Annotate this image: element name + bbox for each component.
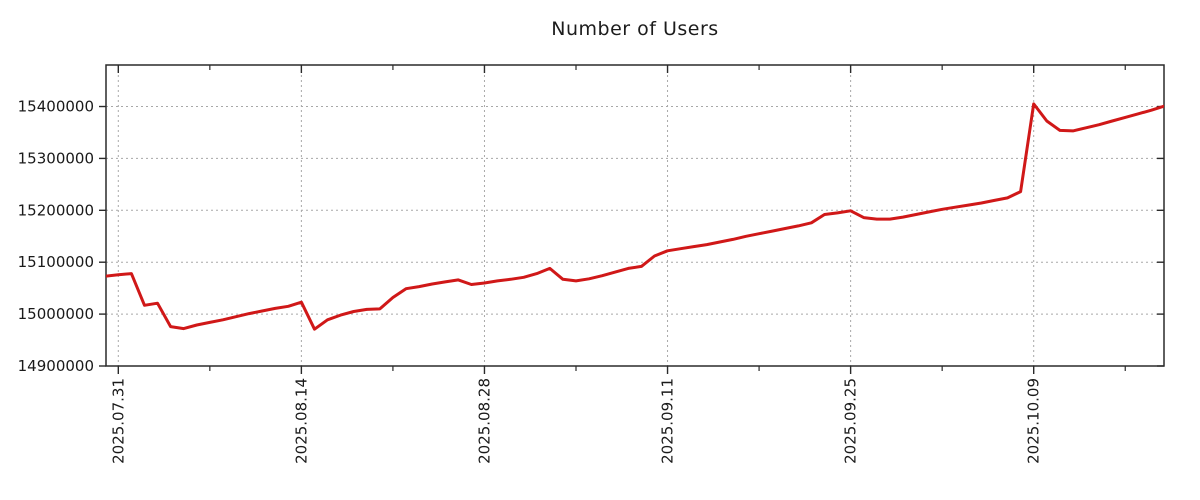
users-series-line [106,102,1164,331]
plot-border [105,64,1165,367]
y-tick-label: 15100000 [18,253,94,271]
chart-title: Number of Users [551,18,719,40]
x-tick-label: 2025.09.25 [842,378,860,464]
y-tick-label: 15400000 [18,98,94,116]
x-tick-label: 2025.08.28 [475,378,493,464]
x-tick-label: 2025.08.14 [292,378,310,464]
x-tick-label: 2025.09.11 [659,378,677,464]
x-tick-label: 2025.07.31 [109,378,127,464]
x-tick-label: 2025.10.09 [1025,378,1043,464]
y-tick-label: 15000000 [18,305,94,323]
y-tick-label: 14900000 [18,357,94,375]
y-tick-label: 15300000 [18,149,94,167]
y-tick-label: 15200000 [18,201,94,219]
